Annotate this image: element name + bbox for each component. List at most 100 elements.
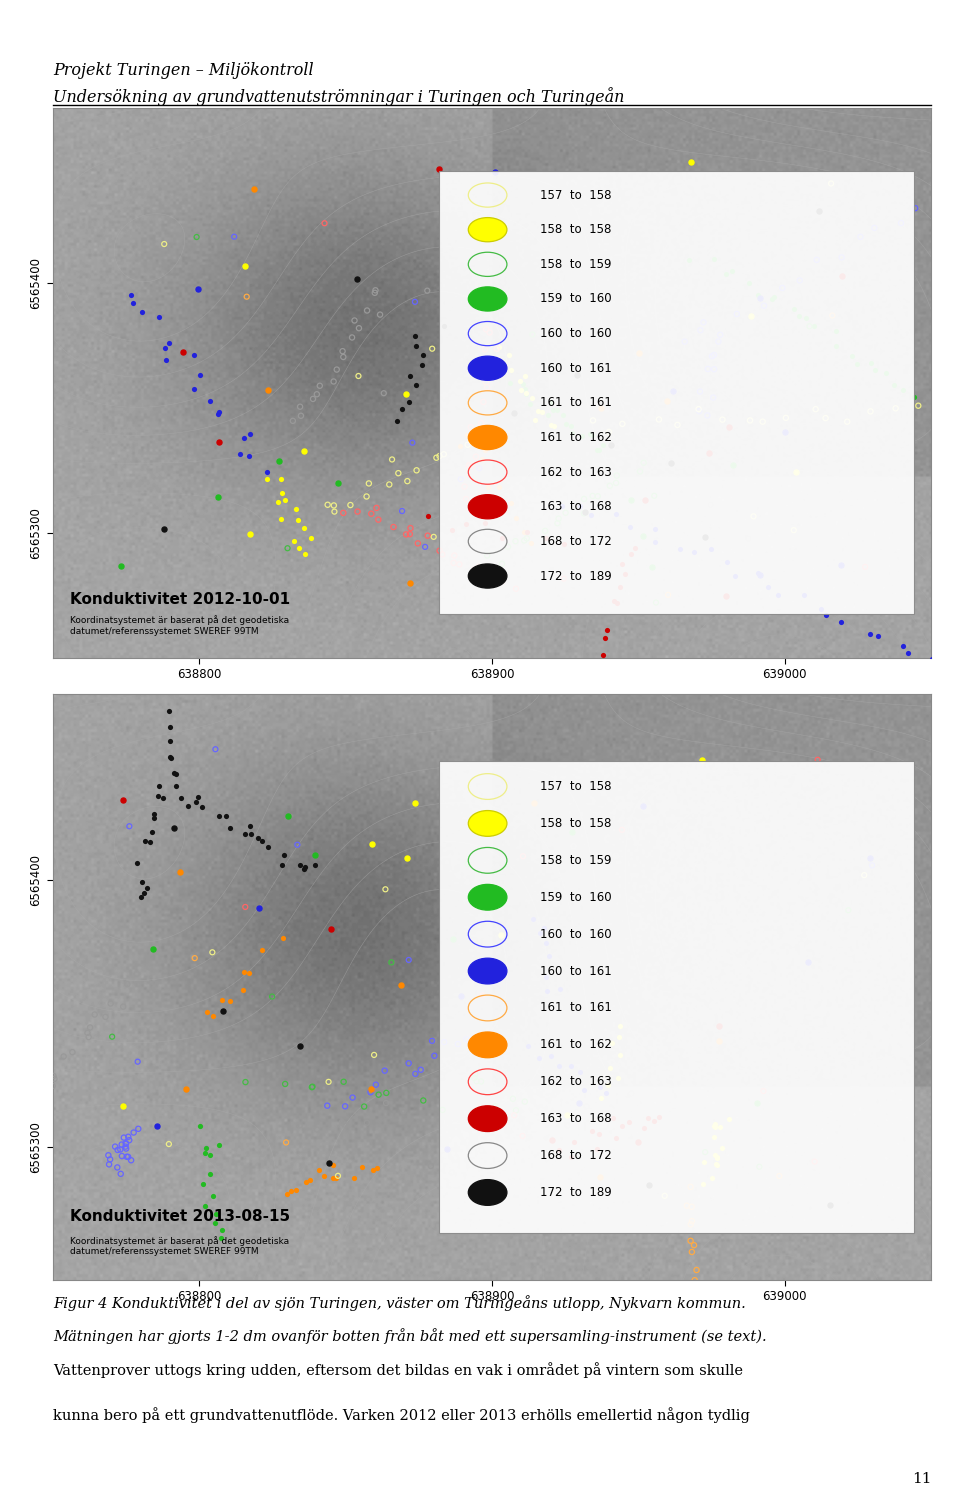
Point xyxy=(420,279,435,303)
Point xyxy=(110,1139,126,1163)
Point xyxy=(211,400,227,424)
Point xyxy=(460,852,475,876)
Point xyxy=(334,1110,349,1134)
Point xyxy=(823,1193,838,1217)
Point xyxy=(712,323,728,347)
Circle shape xyxy=(468,287,507,311)
Point xyxy=(749,1090,764,1114)
Point xyxy=(302,1169,318,1193)
Point xyxy=(211,804,227,828)
Point xyxy=(684,1209,700,1233)
Point xyxy=(486,345,501,369)
Point xyxy=(543,413,559,437)
Point xyxy=(679,1194,694,1218)
Point xyxy=(413,1057,428,1081)
Point xyxy=(856,864,872,888)
Point xyxy=(565,834,581,858)
Point xyxy=(468,1039,484,1063)
Point xyxy=(708,1152,724,1176)
Point xyxy=(481,431,496,455)
Text: kunna bero på ett grundvattenutflöde. Varken 2012 eller 2013 erhölls emellertid : kunna bero på ett grundvattenutflöde. Va… xyxy=(53,1407,750,1424)
Circle shape xyxy=(468,425,507,449)
Text: 158  to  158: 158 to 158 xyxy=(540,817,612,831)
Point xyxy=(477,885,492,909)
Point xyxy=(623,488,638,512)
Point xyxy=(157,336,173,360)
Point xyxy=(586,409,601,433)
Point xyxy=(343,493,358,517)
Point xyxy=(813,596,828,620)
Point xyxy=(276,927,291,951)
Point xyxy=(810,748,826,772)
Point xyxy=(468,445,484,469)
Point xyxy=(728,563,743,587)
Text: 160  to  160: 160 to 160 xyxy=(540,928,612,940)
Point xyxy=(863,400,878,424)
Point xyxy=(610,1054,625,1078)
Point xyxy=(125,291,140,315)
Point xyxy=(647,484,662,508)
Point xyxy=(721,1107,736,1131)
Point xyxy=(401,391,417,415)
Point xyxy=(407,792,422,816)
Point xyxy=(488,1093,503,1117)
Point xyxy=(363,1080,378,1104)
Point xyxy=(242,521,257,545)
Point xyxy=(684,1194,699,1218)
Text: 162  to  163: 162 to 163 xyxy=(540,466,612,479)
Point xyxy=(137,829,153,853)
Point xyxy=(336,345,351,369)
Point xyxy=(571,1090,587,1114)
Point xyxy=(378,1090,394,1114)
Point xyxy=(602,1056,617,1080)
Point xyxy=(179,1077,194,1101)
Point xyxy=(609,472,624,496)
Point xyxy=(197,1140,212,1164)
Point xyxy=(706,1114,721,1139)
Point xyxy=(558,412,573,436)
Point xyxy=(742,409,757,433)
Point xyxy=(896,379,911,403)
Point xyxy=(800,949,815,973)
Point xyxy=(145,937,160,961)
Text: 158  to  159: 158 to 159 xyxy=(540,258,612,270)
Point xyxy=(273,508,288,532)
Point xyxy=(303,526,319,550)
Point xyxy=(473,412,489,436)
Point xyxy=(492,335,507,359)
Point xyxy=(808,397,824,421)
Point xyxy=(124,1148,139,1172)
Point xyxy=(560,1104,575,1128)
Point xyxy=(131,972,146,996)
Point xyxy=(886,372,901,397)
Point xyxy=(196,1172,211,1196)
Point xyxy=(595,433,611,457)
Point xyxy=(471,554,487,578)
Point xyxy=(444,518,459,542)
Point xyxy=(467,557,482,581)
Point xyxy=(770,583,785,607)
Point xyxy=(694,748,709,772)
Point xyxy=(589,439,605,463)
Point xyxy=(482,320,497,344)
Point xyxy=(576,487,591,511)
Point xyxy=(948,164,960,188)
Point xyxy=(681,248,696,272)
Point xyxy=(440,1080,455,1104)
Point xyxy=(242,422,257,446)
Point xyxy=(410,532,425,556)
Point xyxy=(439,1137,454,1161)
Text: 168  to  172: 168 to 172 xyxy=(540,1149,612,1163)
Point xyxy=(46,1063,61,1087)
Point xyxy=(539,964,554,988)
Point xyxy=(730,302,745,326)
Point xyxy=(516,363,532,388)
Point xyxy=(436,442,451,466)
Point xyxy=(105,1024,120,1048)
Point xyxy=(376,382,392,406)
Point xyxy=(304,1075,320,1099)
Point xyxy=(515,1071,530,1095)
Point xyxy=(398,383,414,407)
Point xyxy=(478,317,493,341)
Point xyxy=(299,1170,314,1194)
